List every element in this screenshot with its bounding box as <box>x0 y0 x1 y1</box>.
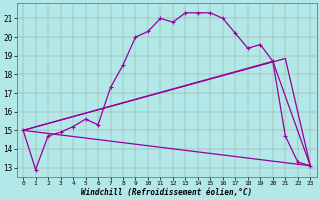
X-axis label: Windchill (Refroidissement éolien,°C): Windchill (Refroidissement éolien,°C) <box>81 188 252 197</box>
